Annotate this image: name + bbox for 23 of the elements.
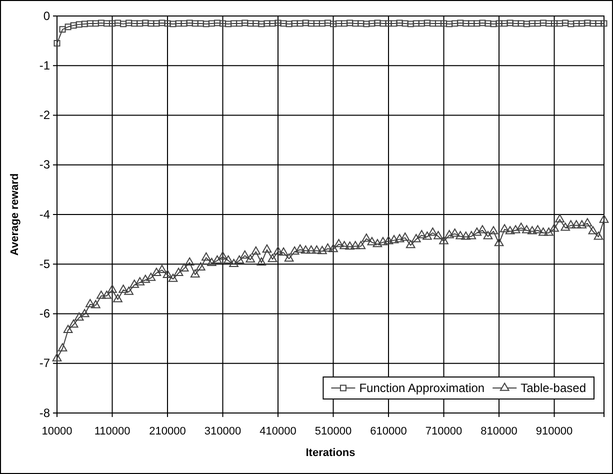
legend-label: Table-based [520, 381, 586, 396]
x-tick-label: 210000 [149, 425, 186, 438]
y-tick-label: -5 [39, 256, 50, 271]
y-tick-label: -7 [39, 356, 50, 370]
x-tick-label: 510000 [314, 425, 352, 438]
y-tick-label: -6 [39, 306, 50, 321]
y-tick-label: -3 [39, 158, 50, 172]
y-tick-label: 0 [43, 8, 50, 23]
x-tick-label: 610000 [370, 425, 407, 438]
y-tick-label: -4 [39, 207, 50, 222]
y-tick-label: -2 [39, 108, 50, 122]
x-tick-label: 10000 [42, 425, 72, 438]
y-tick-label: -1 [39, 58, 50, 72]
y-axis-title: Average reward [9, 173, 21, 256]
x-tick-label: 410000 [260, 425, 296, 438]
y-tick-label: -8 [39, 406, 50, 420]
x-tick-label: 910000 [536, 425, 573, 438]
x-tick-label: 310000 [204, 425, 242, 438]
x-tick-label: 810000 [480, 425, 518, 438]
x-axis-title: Iterations [306, 447, 356, 459]
x-tick-label: 710000 [425, 425, 462, 438]
legend-label: Function Approximation [359, 381, 485, 396]
x-tick-label: 110000 [94, 425, 130, 438]
